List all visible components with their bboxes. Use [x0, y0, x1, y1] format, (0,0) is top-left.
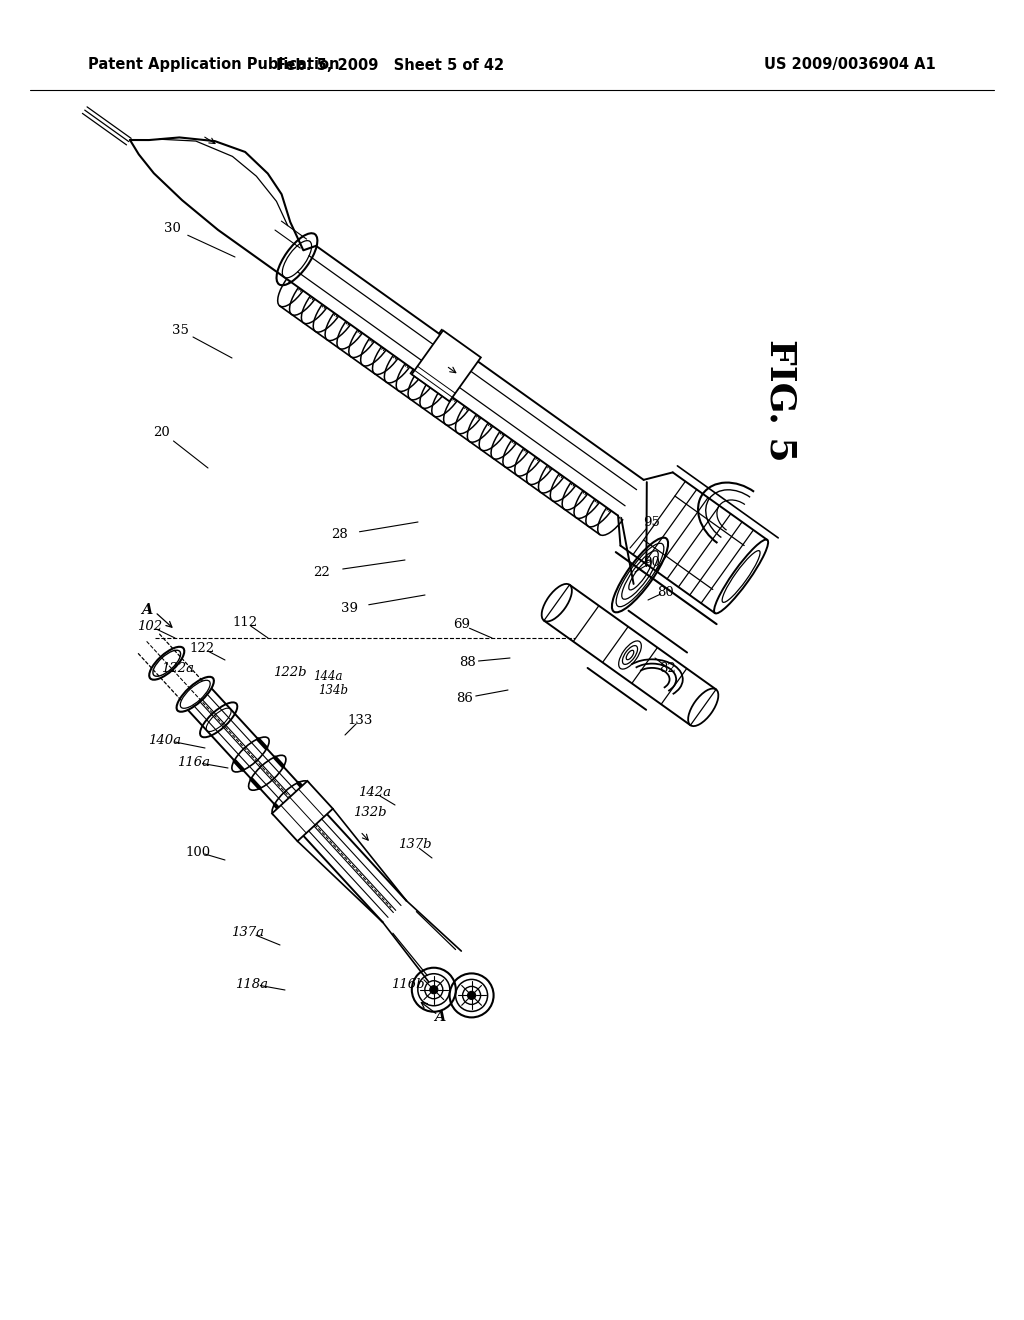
Ellipse shape [468, 991, 475, 999]
Text: 80: 80 [656, 586, 674, 598]
Text: 20: 20 [154, 425, 170, 438]
Text: 90: 90 [643, 556, 660, 569]
Text: 102: 102 [137, 619, 163, 632]
Text: 137a: 137a [231, 925, 264, 939]
Text: 133: 133 [347, 714, 373, 726]
Text: 118a: 118a [236, 978, 268, 990]
Text: FIG. 5: FIG. 5 [763, 339, 797, 461]
Text: 22: 22 [313, 565, 331, 578]
Text: 112: 112 [232, 615, 258, 628]
Polygon shape [412, 330, 481, 401]
Text: 35: 35 [172, 323, 188, 337]
Text: US 2009/0036904 A1: US 2009/0036904 A1 [764, 58, 936, 73]
Text: 134b: 134b [318, 684, 348, 697]
Text: 122: 122 [189, 642, 215, 655]
Text: 142a: 142a [358, 787, 391, 800]
Text: 122b: 122b [273, 665, 307, 678]
Text: 69: 69 [454, 619, 470, 631]
Text: 88: 88 [460, 656, 476, 668]
Text: 144a: 144a [313, 669, 343, 682]
Text: 100: 100 [185, 846, 211, 858]
Text: 30: 30 [164, 222, 180, 235]
Text: 28: 28 [332, 528, 348, 541]
Text: 82: 82 [659, 661, 677, 675]
Text: Feb. 5, 2009   Sheet 5 of 42: Feb. 5, 2009 Sheet 5 of 42 [275, 58, 504, 73]
Ellipse shape [430, 986, 438, 994]
Text: 86: 86 [457, 692, 473, 705]
Text: A: A [141, 603, 153, 616]
Text: A: A [434, 1010, 445, 1024]
Text: 122a: 122a [162, 661, 195, 675]
Text: 116b: 116b [391, 978, 425, 990]
Text: 140a: 140a [148, 734, 181, 747]
Text: 116a: 116a [177, 755, 211, 768]
Text: 39: 39 [341, 602, 358, 615]
Text: 132b: 132b [353, 805, 387, 818]
Text: Patent Application Publication: Patent Application Publication [88, 58, 340, 73]
Text: 95: 95 [643, 516, 660, 528]
Polygon shape [272, 781, 333, 841]
Text: 137b: 137b [398, 838, 432, 851]
